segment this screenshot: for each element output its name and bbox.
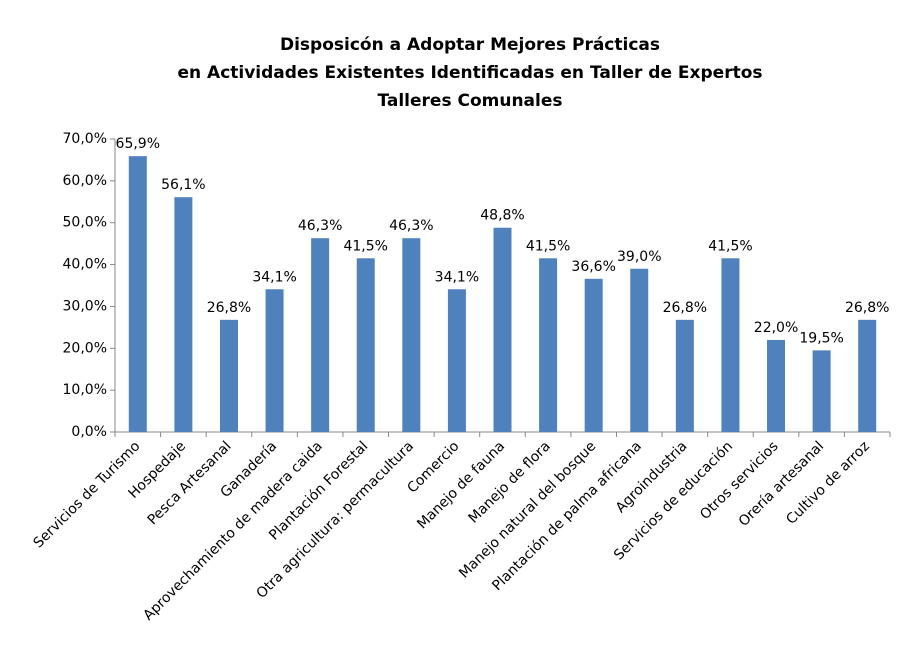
- bar: [128, 156, 147, 432]
- bar: [584, 278, 603, 432]
- y-tick-label: 10,0%: [63, 382, 107, 398]
- bar: [174, 197, 193, 432]
- x-tick-label: Manejo de fauna: [414, 438, 508, 532]
- data-label: 65,9%: [116, 136, 160, 152]
- data-label: 34,1%: [252, 269, 296, 285]
- data-label: 46,3%: [389, 218, 433, 234]
- bar: [219, 319, 238, 432]
- bar: [265, 289, 284, 432]
- y-tick-label: 30,0%: [63, 298, 107, 314]
- data-label: 26,8%: [663, 300, 707, 316]
- data-label: 26,8%: [207, 300, 251, 316]
- data-label: 22,0%: [754, 320, 798, 336]
- data-label: 41,5%: [708, 238, 752, 254]
- data-label: 46,3%: [298, 218, 342, 234]
- y-tick-label: 50,0%: [63, 215, 107, 231]
- data-label: 48,8%: [480, 208, 524, 224]
- data-label: 41,5%: [526, 238, 570, 254]
- bar: [858, 319, 877, 432]
- x-tick-label: Pesca Artesanal: [145, 438, 235, 528]
- x-tick-label: Servicios de Turismo: [31, 438, 144, 551]
- y-tick-label: 0,0%: [71, 424, 107, 440]
- bar: [630, 268, 649, 432]
- bar: [356, 258, 375, 432]
- data-label: 34,1%: [435, 269, 479, 285]
- bar: [812, 350, 831, 432]
- chart-title: en Actividades Existentes Identificadas …: [177, 63, 762, 83]
- data-label: 36,6%: [571, 259, 615, 275]
- bar: [767, 339, 786, 432]
- data-label: 39,0%: [617, 249, 661, 265]
- bar: [721, 258, 740, 432]
- x-tick-label: Orería artesanal: [736, 438, 828, 530]
- y-tick-label: 70,0%: [63, 131, 107, 147]
- chart-title: Talleres Comunales: [377, 91, 562, 111]
- x-tick-label: Manejo de flora: [466, 438, 554, 526]
- chart-title: Disposicón a Adoptar Mejores Prácticas: [280, 35, 660, 55]
- data-label: 19,5%: [799, 330, 843, 346]
- bar: [539, 258, 558, 432]
- data-label: 26,8%: [845, 300, 889, 316]
- bar: [311, 238, 330, 432]
- x-tick-label: Cultivo de arroz: [783, 438, 873, 528]
- data-label: 56,1%: [161, 177, 205, 193]
- bar: [493, 227, 512, 432]
- y-tick-label: 20,0%: [63, 340, 107, 356]
- bar: [402, 238, 421, 432]
- bar: [675, 319, 694, 432]
- data-label: 41,5%: [343, 238, 387, 254]
- bar: [447, 289, 466, 432]
- y-tick-label: 60,0%: [63, 173, 107, 189]
- x-tick-label: Otros servicios: [697, 438, 782, 523]
- y-tick-label: 40,0%: [63, 257, 107, 273]
